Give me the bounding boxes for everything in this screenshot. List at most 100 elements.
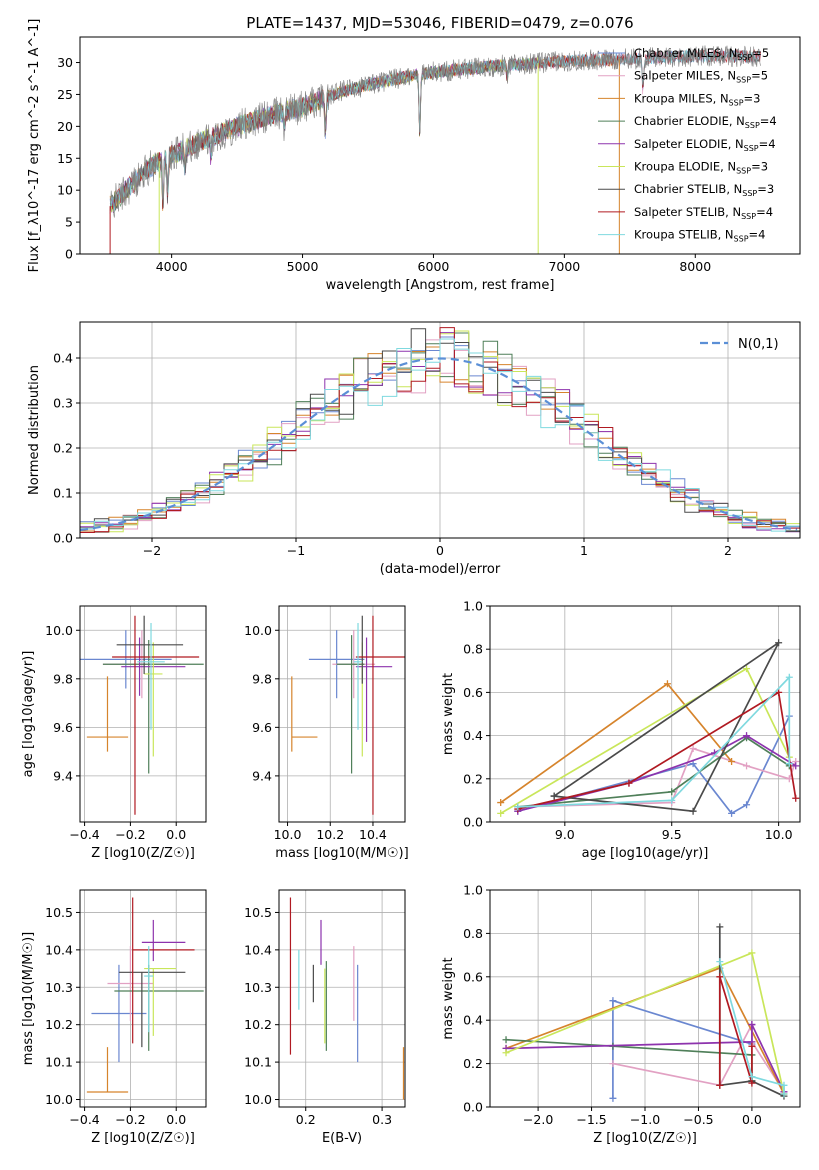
legend-entry: Kroupa MILES, NSSP=3: [634, 91, 760, 107]
mass_vs_Z-ylabel: mass [log10(M/M☉)]: [21, 932, 36, 1065]
weight-point-marker: [792, 794, 800, 802]
weight-point-marker: [609, 997, 617, 1005]
legend-entry: N(0,1): [738, 337, 779, 352]
x-tick-label: 10.2: [316, 827, 344, 842]
legend-nssp: =3: [744, 91, 761, 105]
mass_weight_vs_Z-plot: [502, 923, 788, 1102]
y-tick-label: 0.2: [463, 1056, 483, 1071]
error-bar-point: [86, 676, 129, 752]
legend-entry: Kroupa STELIB, NSSP=4: [634, 228, 765, 244]
y-tick-label: 0.0: [53, 531, 73, 546]
weight-series-line: [718, 961, 785, 1094]
weight-point-marker: [668, 796, 676, 804]
mass_weight_vs_age-axes: 9.0 9.5 10.0 0.0 0.2 0.4 0.6 0.8 1.0: [463, 599, 800, 842]
weight-point-marker: [748, 949, 756, 957]
legend-nssp: =5: [752, 46, 769, 60]
spectrum-legend: Chabrier MILES, NSSP=5 Salpeter MILES, NS…: [598, 46, 777, 244]
y-tick-label: 10.3: [244, 980, 272, 995]
x-tick-label: 0.3: [372, 1112, 392, 1127]
x-tick-label: 10.0: [274, 827, 302, 842]
legend-subscript: SSP: [742, 189, 757, 198]
spectrum-plot: [109, 45, 761, 254]
x-tick-label: 0.0: [742, 1112, 762, 1127]
residuals-plot: [80, 327, 800, 533]
legend-subscript: SSP: [734, 235, 749, 244]
y-tick-label: 0.2: [463, 771, 483, 786]
weight-point-marker: [743, 665, 751, 673]
x-tick-label: 9.5: [662, 827, 682, 842]
weight-point-marker: [748, 1079, 756, 1087]
model-spectrum-line: [110, 56, 539, 213]
age_vs_mass-frame: [278, 605, 406, 823]
error-bar-point: [137, 622, 165, 730]
error-bar-point: [86, 1047, 129, 1093]
x-tick-label: 0: [436, 543, 444, 558]
x-tick-label: 6000: [418, 259, 450, 274]
y-tick-label: 25: [57, 87, 73, 102]
weight-point-marker: [497, 799, 505, 807]
weight-series-line: [505, 1024, 785, 1093]
x-tick-label: 10.0: [765, 827, 793, 842]
weight-point-marker: [775, 688, 783, 696]
age_vs_mass-axes: 10.0 10.2 10.4 9.4 9.6 9.8 10.0: [244, 606, 405, 842]
weight-point-marker: [728, 758, 736, 766]
weight-point-marker: [785, 673, 793, 681]
y-tick-label: 10.4: [244, 942, 272, 957]
mass_vs_ebv-axes: 0.2 0.3 10.0 10.1 10.2 10.3 10.4 10.5: [244, 890, 405, 1127]
normal-curve: [80, 357, 798, 532]
weight-series-line: [553, 641, 780, 813]
weight-point-marker: [550, 792, 558, 800]
weight-point-marker: [497, 809, 505, 817]
y-tick-label: 9.4: [53, 768, 73, 783]
weight-point-marker: [748, 1042, 756, 1050]
y-tick-label: 10.5: [244, 905, 272, 920]
x-tick-label: −0.4: [69, 827, 99, 842]
x-tick-label: −1: [287, 543, 305, 558]
x-tick-label: −0.2: [115, 1112, 145, 1127]
age_vs_Z-xlabel: Z [log10(Z/Z☉)]: [91, 846, 195, 861]
legend-subscript: SSP: [729, 98, 744, 107]
legend-nssp: =3: [751, 160, 768, 174]
legend-entry: Chabrier ELODIE, NSSP=4: [634, 114, 777, 130]
mass_weight_vs_Z-axes: −2.0 −1.5 −1.0 −0.5 0.0 0.0 0.2 0.4 0.6 0.8 1.0: [463, 883, 800, 1127]
x-tick-label: 5000: [287, 259, 319, 274]
y-tick-label: 10.0: [45, 1092, 73, 1107]
age_vs_Z-axes: −0.4 −0.2 0.0 9.4 9.6 9.8 10.0: [45, 606, 206, 842]
mass_vs_Z-xlabel: Z [log10(Z/Z☉)]: [91, 1131, 195, 1146]
weight-point-marker: [785, 760, 793, 768]
error-bar-point: [114, 964, 204, 1051]
y-tick-label: 20: [57, 119, 73, 134]
x-tick-label: 10.4: [359, 827, 387, 842]
legend-entry: Salpeter MILES, NSSP=5: [634, 69, 768, 85]
mass_vs_ebv-plot: [289, 897, 405, 1100]
legend-subscript: SSP: [745, 121, 760, 130]
x-tick-label: 0.0: [166, 1112, 186, 1127]
weight-point-marker: [775, 639, 783, 647]
weight-point-marker: [785, 775, 793, 783]
error-bar-point: [80, 630, 172, 689]
legend-entry: Chabrier MILES, NSSP=5: [634, 46, 769, 62]
y-tick-label: 10.1: [45, 1055, 73, 1070]
y-tick-label: 0.4: [53, 351, 73, 366]
y-tick-label: 30: [57, 55, 73, 70]
residuals-ylabel: Normed distribution: [27, 365, 42, 495]
residuals-frame: [79, 321, 801, 539]
figure-title: PLATE=1437, MJD=53046, FIBERID=0479, z=0…: [246, 14, 633, 32]
weight-series-line: [718, 976, 753, 1086]
error-bar-point: [118, 971, 186, 1048]
weight-point-marker: [689, 807, 697, 815]
weight-point-marker: [609, 1060, 617, 1068]
y-tick-label: 0: [65, 247, 73, 262]
age_vs_mass-plot: [291, 615, 405, 815]
y-tick-label: 9.4: [252, 768, 272, 783]
mass_vs_Z-plot: [86, 897, 204, 1093]
weight-point-marker: [743, 801, 751, 809]
y-tick-label: 10.2: [244, 1017, 272, 1032]
weight-point-marker: [689, 745, 697, 753]
mass_weight_vs_Z-ylabel: mass weight: [441, 957, 456, 1039]
weight-series-line: [517, 747, 797, 808]
weight-point-marker: [780, 1090, 788, 1098]
x-tick-label: 0.2: [296, 1112, 316, 1127]
model-spectrum-line: [109, 52, 620, 212]
mass_weight_vs_age-xlabel: age [log10(age/yr)]: [582, 846, 709, 861]
